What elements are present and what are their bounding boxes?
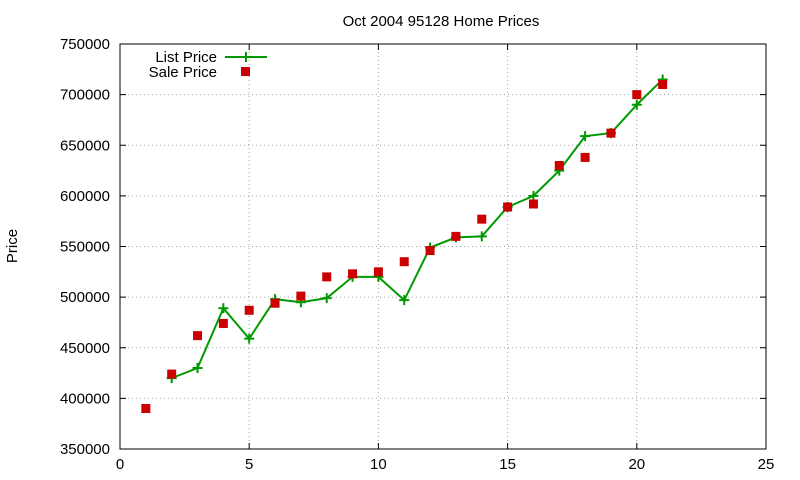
y-tick-label: 550000: [60, 239, 110, 256]
legend: List Price Sale Price: [149, 49, 267, 81]
x-tick-label: 5: [245, 456, 253, 473]
legend-marker-sale-price: [241, 67, 250, 76]
data-point-sale-price: [348, 269, 358, 279]
y-tick-label: 450000: [60, 340, 110, 357]
data-point-sale-price: [244, 305, 254, 315]
data-point-sale-price: [193, 331, 203, 341]
x-tick-label: 0: [116, 456, 124, 473]
data-point-list-price: [528, 190, 539, 201]
y-tick-label: 500000: [60, 289, 110, 306]
data-point-sale-price: [270, 298, 280, 308]
data-point-sale-price: [477, 214, 487, 224]
data-point-sale-price: [554, 161, 564, 170]
data-point-sale-price: [528, 199, 538, 209]
legend-marker-list-price: [241, 52, 251, 62]
y-tick-label: 650000: [60, 137, 110, 154]
y-axis-label: Price: [4, 229, 21, 263]
data-point-sale-price: [373, 267, 383, 277]
data-point-sale-price: [141, 404, 151, 413]
legend-label-sale-price: Sale Price: [149, 64, 217, 81]
data-point-sale-price: [580, 152, 590, 162]
data-point-sale-price: [296, 291, 306, 301]
data-point-sale-price: [425, 246, 435, 256]
series-line-list-price: [171, 78, 664, 380]
data-point-sale-price: [167, 369, 177, 379]
data-point-list-price: [244, 333, 255, 344]
y-tick-label: 400000: [60, 390, 110, 407]
data-point-list-price: [399, 295, 410, 306]
data-point-list-price: [631, 99, 642, 110]
plot-area: [141, 74, 668, 413]
data-point-sale-price: [322, 272, 332, 282]
y-tick-label: 750000: [60, 36, 110, 53]
data-point-sale-price: [503, 202, 513, 212]
x-tick-label: 20: [628, 456, 645, 473]
x-tick-label: 10: [370, 456, 387, 473]
data-point-sale-price: [399, 257, 409, 267]
legend-label-list-price: List Price: [155, 49, 217, 66]
x-tick-label: 15: [499, 456, 516, 473]
data-point-list-price: [321, 293, 332, 304]
y-tick-label: 700000: [60, 87, 110, 104]
chart-title: Oct 2004 95128 Home Prices: [343, 13, 540, 30]
axes: 0 5 10 15 20 25 350000 400000 450000 500000 550000…: [60, 36, 774, 473]
y-tick-label: 350000: [60, 441, 110, 458]
data-point-sale-price: [658, 80, 668, 89]
data-point-list-price: [218, 303, 229, 314]
data-point-sale-price: [632, 90, 642, 100]
data-point-list-price: [192, 363, 203, 373]
plot-frame: [119, 43, 767, 450]
data-point-sale-price: [606, 128, 616, 138]
data-point-sale-price: [451, 231, 461, 241]
data-point-sale-price: [218, 318, 228, 328]
x-tick-label: 25: [758, 456, 775, 473]
grid: [120, 44, 766, 449]
y-tick-label: 600000: [60, 188, 110, 205]
data-point-list-price: [476, 231, 487, 242]
data-point-list-price: [580, 131, 591, 142]
